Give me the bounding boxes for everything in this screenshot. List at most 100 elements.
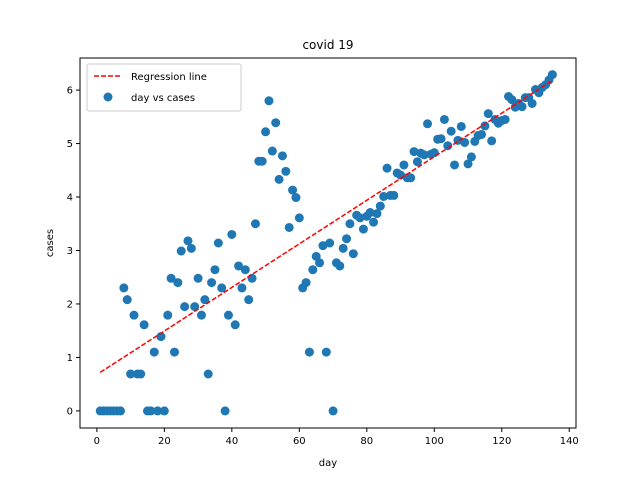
data-point-39 — [223, 310, 233, 320]
data-point-49 — [257, 156, 267, 166]
data-point-100 — [429, 148, 439, 158]
data-point-30 — [193, 273, 203, 283]
data-point-36 — [213, 238, 223, 248]
data-point-29 — [190, 302, 200, 312]
data-point-81 — [365, 208, 375, 218]
data-point-19 — [156, 332, 166, 342]
y-tick-label-1: 1 — [67, 353, 73, 364]
data-point-24 — [173, 278, 183, 288]
data-point-8 — [119, 283, 129, 293]
x-tick-label-0: 0 — [94, 436, 100, 447]
x-tick-label-60: 60 — [293, 436, 306, 447]
data-point-102 — [436, 134, 446, 144]
data-point-78 — [355, 213, 365, 223]
data-point-34 — [207, 278, 217, 288]
data-point-68 — [321, 347, 331, 357]
data-point-10 — [126, 369, 136, 379]
data-point-43 — [237, 283, 247, 293]
data-point-97 — [419, 150, 429, 160]
data-point-105 — [446, 126, 456, 136]
data-point-44 — [240, 265, 250, 275]
y-tick-label-4: 4 — [67, 193, 73, 204]
y-axis: 0 1 2 3 4 5 6 — [67, 86, 80, 417]
data-point-62 — [301, 278, 311, 288]
data-point-106 — [450, 160, 460, 170]
data-point-121 — [500, 114, 510, 124]
data-point-32 — [200, 295, 210, 305]
data-point-88 — [389, 190, 399, 200]
data-point-115 — [480, 121, 490, 131]
data-point-46 — [247, 273, 257, 283]
data-point-20 — [159, 406, 169, 416]
data-point-21 — [163, 310, 173, 320]
y-tick-label-0: 0 — [67, 406, 73, 417]
data-point-40 — [227, 229, 237, 239]
legend-points-label: day vs cases — [131, 93, 195, 104]
data-point-55 — [277, 151, 287, 161]
data-point-72 — [335, 261, 345, 271]
data-point-94 — [409, 147, 419, 157]
data-point-41 — [230, 320, 240, 330]
y-tick-label-6: 6 — [67, 86, 73, 97]
chart-title: covid 19 — [302, 38, 353, 52]
data-point-93 — [406, 173, 416, 183]
x-tick-label-20: 20 — [158, 436, 171, 447]
x-tick-label-100: 100 — [425, 436, 444, 447]
x-axis: 0 20 40 60 80 100 120 140 — [94, 428, 579, 447]
y-axis-label: cases — [45, 229, 56, 257]
data-point-69 — [325, 238, 335, 248]
data-point-57 — [284, 222, 294, 232]
x-tick-label-140: 140 — [560, 436, 579, 447]
legend-points-swatch — [103, 92, 113, 102]
data-point-37 — [217, 283, 227, 293]
data-point-86 — [382, 163, 392, 173]
data-point-28 — [186, 243, 196, 253]
data-point-33 — [203, 369, 213, 379]
data-point-45 — [244, 295, 254, 305]
data-point-25 — [176, 246, 186, 256]
plot-frame — [79, 57, 577, 429]
legend: Regression line day vs cases — [86, 63, 242, 112]
data-point-53 — [271, 118, 281, 128]
x-tick-label-80: 80 — [360, 436, 373, 447]
data-point-9 — [122, 295, 132, 305]
data-point-60 — [294, 213, 304, 223]
data-point-126 — [517, 102, 527, 112]
data-point-83 — [372, 209, 382, 219]
data-point-11 — [129, 310, 139, 320]
data-point-129 — [527, 98, 537, 108]
data-point-111 — [466, 152, 476, 162]
data-point-64 — [308, 265, 318, 275]
data-point-135 — [547, 70, 557, 80]
data-point-47 — [250, 219, 260, 229]
data-point-58 — [288, 185, 298, 195]
data-point-85 — [379, 191, 389, 201]
data-point-95 — [412, 157, 422, 167]
x-tick-label-120: 120 — [492, 436, 511, 447]
data-point-56 — [281, 166, 291, 176]
data-point-116 — [483, 109, 493, 119]
legend-regression-label: Regression line — [131, 72, 207, 83]
data-point-76 — [348, 249, 358, 259]
x-axis-label: day — [319, 458, 337, 469]
data-point-52 — [267, 146, 277, 156]
data-point-108 — [456, 121, 466, 131]
data-point-98 — [423, 119, 433, 129]
y-tick-label-2: 2 — [67, 299, 73, 310]
data-point-54 — [274, 174, 284, 184]
data-point-18 — [153, 406, 163, 416]
data-point-79 — [358, 224, 368, 234]
data-point-70 — [328, 406, 338, 416]
data-point-123 — [507, 95, 517, 105]
data-point-7 — [115, 406, 125, 416]
plot-marks — [95, 70, 557, 416]
regression-line — [99, 79, 553, 374]
data-point-63 — [304, 347, 314, 357]
data-point-14 — [139, 320, 149, 330]
data-point-23 — [169, 347, 179, 357]
data-point-31 — [196, 310, 206, 320]
data-point-51 — [264, 96, 274, 106]
data-point-66 — [315, 258, 325, 268]
data-point-22 — [166, 273, 176, 283]
